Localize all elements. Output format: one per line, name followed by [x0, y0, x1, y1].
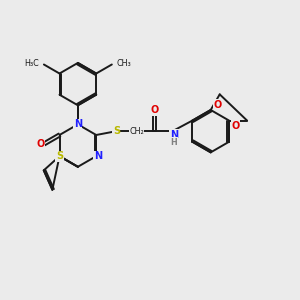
Text: S: S	[56, 151, 63, 161]
Text: H₃C: H₃C	[25, 59, 40, 68]
Text: H: H	[171, 138, 177, 147]
Text: O: O	[231, 121, 240, 131]
Text: O: O	[213, 100, 221, 110]
Text: N: N	[94, 151, 102, 161]
Text: N: N	[74, 119, 82, 129]
Text: S: S	[113, 126, 120, 136]
Text: O: O	[150, 105, 159, 115]
Text: O: O	[36, 139, 44, 149]
Text: CH₂: CH₂	[129, 127, 144, 136]
Text: N: N	[170, 130, 178, 140]
Text: CH₃: CH₃	[116, 59, 131, 68]
